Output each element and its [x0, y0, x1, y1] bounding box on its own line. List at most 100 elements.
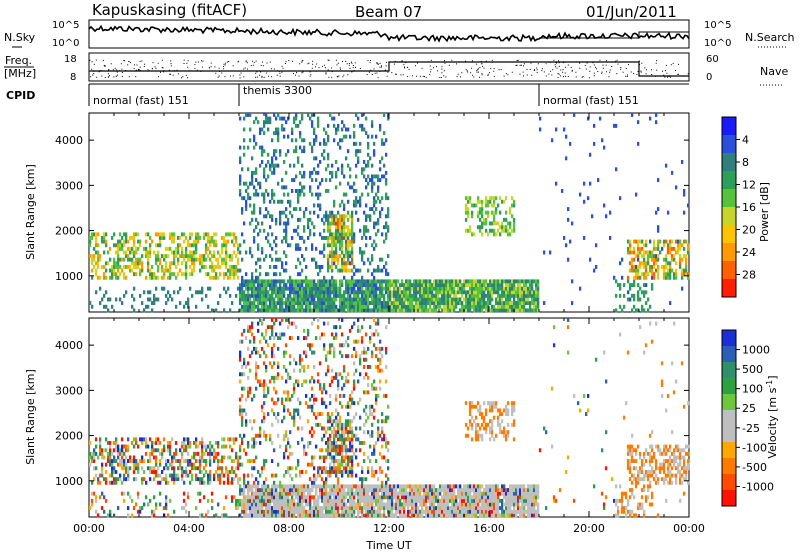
heatmap-cell: [283, 437, 286, 442]
heatmap-cell: [165, 495, 168, 500]
heatmap-cell: [259, 498, 262, 503]
heatmap-cell: [325, 441, 328, 445]
heatmap-cell: [211, 265, 214, 269]
heatmap-cell: [201, 297, 204, 302]
heatmap-cell: [357, 462, 360, 467]
heatmap-cell: [287, 491, 290, 496]
heatmap-cell: [299, 297, 302, 302]
heatmap-cell: [95, 261, 98, 266]
heatmap-cell: [127, 466, 130, 471]
heatmap-cell: [265, 502, 268, 507]
heatmap-cell: [95, 239, 98, 244]
heatmap-cell: [187, 254, 190, 259]
heatmap-cell: [293, 286, 296, 291]
heatmap-cell: [225, 495, 228, 500]
heatmap-cell: [259, 473, 262, 478]
heatmap-cell: [127, 477, 130, 482]
heatmap-cell: [299, 354, 302, 359]
heatmap-cell: [133, 261, 136, 266]
heatmap-cell: [225, 243, 228, 248]
heatmap-cell: [291, 178, 294, 183]
heatmap-cell: [229, 480, 232, 485]
heatmap-cell: [297, 160, 300, 164]
heatmap-cell: [459, 301, 462, 306]
heatmap-cell: [335, 250, 338, 255]
heatmap-cell: [525, 301, 528, 306]
heatmap-cell: [475, 297, 478, 302]
date-title: 01/Jun/2011: [586, 3, 677, 21]
heatmap-cell: [271, 422, 274, 427]
heatmap-cell: [247, 167, 250, 172]
heatmap-cell: [315, 290, 318, 295]
heatmap-cell: [227, 275, 230, 280]
heatmap-cell: [495, 290, 498, 295]
heatmap-cell: [193, 462, 196, 467]
heatmap-cell: [513, 228, 516, 233]
heatmap-cell: [341, 236, 344, 240]
heatmap-cell: [299, 484, 302, 489]
heatmap-cell: [261, 279, 264, 284]
heatmap-cell: [131, 246, 134, 251]
heatmap-cell: [261, 509, 264, 514]
heatmap-cell: [245, 199, 248, 204]
heatmap-cell: [249, 390, 252, 395]
heatmap-cell: [589, 181, 592, 186]
heatmap-cell: [275, 257, 278, 262]
heatmap-cell: [243, 116, 246, 121]
heatmap-cell: [343, 509, 346, 514]
heatmap-cell: [619, 286, 622, 291]
heatmap-cell: [343, 506, 346, 511]
heatmap-cell: [205, 470, 208, 474]
heatmap-cell: [295, 145, 298, 150]
heatmap-cell: [489, 290, 492, 295]
heatmap-cell: [229, 293, 232, 298]
heatmap-cell: [429, 279, 432, 284]
heatmap-cell: [507, 286, 510, 291]
heatmap-cell: [481, 279, 484, 284]
heatmap-cell: [645, 243, 648, 248]
heatmap-cell: [169, 444, 172, 449]
heatmap-cell: [287, 199, 290, 204]
heatmap-cell: [303, 138, 306, 143]
heatmap-cell: [269, 495, 272, 500]
heatmap-cell: [315, 293, 318, 298]
heatmap-cell: [335, 459, 338, 464]
heatmap-cell: [149, 459, 152, 464]
heatmap-cell: [149, 275, 152, 280]
heatmap-cell: [279, 488, 282, 493]
heatmap-cell: [357, 325, 360, 330]
heatmap-cell: [439, 290, 442, 295]
heatmap-cell: [297, 192, 300, 197]
heatmap-cell: [291, 189, 294, 193]
heatmap-cell: [165, 477, 168, 482]
heatmap-cell: [343, 293, 346, 298]
heatmap-cell: [415, 293, 418, 298]
heatmap-cell: [435, 301, 438, 306]
heatmap-cell: [681, 257, 684, 262]
heatmap-cell: [117, 239, 120, 244]
heatmap-cell: [359, 361, 362, 366]
heatmap-cell: [341, 498, 344, 503]
heatmap-cell: [327, 239, 330, 244]
heatmap-cell: [275, 401, 278, 406]
heatmap-cell: [263, 301, 266, 306]
heatmap-cell: [365, 178, 368, 183]
heatmap-cell: [159, 236, 162, 240]
heatmap-cell: [215, 257, 218, 262]
heatmap-cell: [263, 290, 266, 295]
heatmap-cell: [493, 308, 496, 313]
heatmap-cell: [109, 513, 112, 518]
heatmap-cell: [395, 283, 398, 288]
heatmap-cell: [275, 301, 278, 306]
heatmap-cell: [287, 470, 290, 474]
heatmap-cell: [301, 357, 304, 362]
heatmap-cell: [231, 448, 234, 453]
heatmap-cell: [227, 480, 230, 485]
heatmap-cell: [293, 422, 296, 427]
heatmap-cell: [147, 444, 150, 449]
heatmap-cell: [331, 265, 334, 269]
heatmap-cell: [341, 170, 344, 175]
heatmap-cell: [91, 236, 94, 240]
heatmap-cell: [157, 257, 160, 262]
heatmap-cell: [283, 433, 286, 438]
